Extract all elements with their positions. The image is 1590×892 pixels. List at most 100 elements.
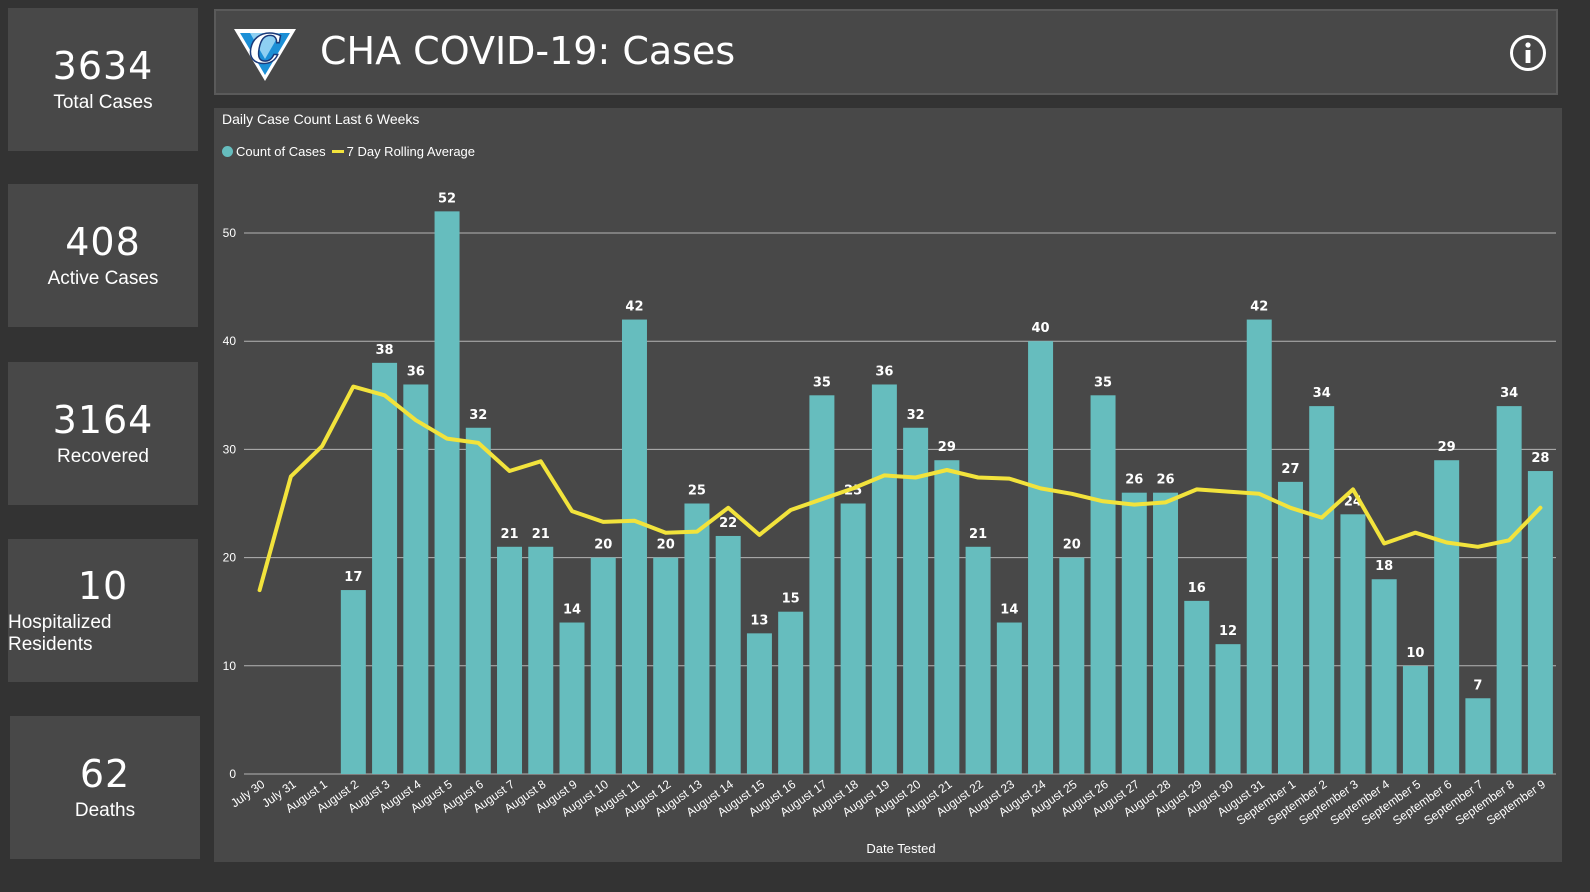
kpi-label: Total Cases [53,92,153,114]
bar-data-label: 22 [719,516,737,531]
bar-data-label: 26 [1156,473,1174,488]
y-tick-label: 20 [223,551,237,565]
bar [1184,600,1210,774]
bar-data-label: 12 [1219,624,1237,639]
bar [809,395,835,774]
bar [1121,492,1147,774]
bar [1309,406,1335,774]
x-tick-label: July 30 [228,777,267,810]
kpi-card-hospitalized: 10 Hospitalized Residents [8,539,198,682]
legend-bar-label: Count of Cases [236,144,326,159]
bar-data-label: 36 [875,364,893,379]
bar [1434,460,1460,774]
bar-data-label: 7 [1473,678,1482,693]
bar-data-label: 14 [1000,603,1018,618]
bar-data-label: 40 [1032,321,1050,336]
kpi-value: 62 [79,751,131,796]
bar [653,557,679,774]
bar [340,590,366,774]
bar-data-label: 32 [907,408,925,423]
bar [778,611,804,774]
page-title: CHA COVID-19: Cases [320,29,736,73]
y-tick-label: 50 [223,226,237,240]
bar-data-label: 29 [938,440,956,455]
kpi-label: Deaths [74,800,136,822]
bar-data-label: 27 [1281,462,1299,477]
kpi-label: Hospitalized Residents [8,612,112,656]
bar [1371,579,1397,774]
bar [684,503,710,774]
bar [403,384,429,774]
bar-data-label: 18 [1375,559,1393,574]
kpi-value: 3164 [52,397,154,442]
bar-data-label: 38 [376,343,394,358]
bar [996,622,1022,774]
bar [934,460,960,774]
bar-data-label: 36 [407,364,425,379]
bar [1215,644,1241,774]
legend-line-swatch [331,150,344,153]
bar-data-label: 29 [1438,440,1456,455]
legend-bar-swatch [222,146,233,157]
chart-legend: Count of Cases 7 Day Rolling Average [222,144,475,159]
kpi-card-active-cases: 408 Active Cases [8,184,198,327]
bar [1277,481,1303,774]
bar [746,633,772,774]
bar-data-label: 25 [688,484,706,499]
y-tick-label: 10 [223,659,237,673]
bar [1153,492,1179,774]
daily-cases-chart: 0 10 20 30 40 50 17 38 36 52 32 21 21 14 20 42 20 25 22 13 1… [223,191,1556,856]
y-tick-label: 0 [229,767,236,781]
kpi-card-recovered: 3164 Recovered [8,362,198,505]
bar-data-label: 20 [594,538,612,553]
legend-line-label: 7 Day Rolling Average [346,144,476,159]
bar [840,503,866,774]
kpi-value: 408 [65,219,141,264]
bar [621,319,647,774]
bar-data-label: 34 [1500,386,1518,401]
bar-data-label: 26 [1125,473,1143,488]
kpi-label: Recovered [57,446,149,468]
bar-data-label: 20 [1063,538,1081,553]
cha-logo: C [234,25,296,81]
bar [1527,471,1553,774]
dashboard-header: C CHA COVID-19: Cases [214,9,1558,95]
bar-data-label: 52 [438,191,456,206]
bar [434,211,460,775]
bar [715,535,741,774]
rolling-average-line [257,384,1543,593]
bar-data-label: 42 [1250,300,1268,315]
bar-data-label: 21 [500,527,518,542]
bar [1496,406,1522,774]
kpi-value: 3634 [52,43,154,88]
bar [497,546,523,774]
x-axis-title: Date Tested [866,841,935,856]
bar-data-label: 14 [563,603,581,618]
bar-data-label: 35 [813,375,831,390]
bar-data-label: 32 [469,408,487,423]
bar-data-label: 13 [750,613,768,628]
kpi-label: Active Cases [47,268,159,290]
bar [1028,341,1054,774]
bar [559,622,585,774]
chart-title: Daily Case Count Last 6 Weeks [222,111,420,127]
kpi-card-deaths: 62 Deaths [10,716,200,859]
info-icon[interactable] [1508,33,1548,73]
bar-data-label: 21 [532,527,550,542]
bar-data-label: 34 [1313,386,1331,401]
bar [871,384,897,774]
bar [1465,698,1491,774]
bar-data-label: 15 [782,592,800,607]
kpi-value: 10 [77,563,129,608]
y-tick-label: 30 [223,442,237,456]
bar [372,362,398,774]
bar [1246,319,1272,774]
chart-panel: 0 10 20 30 40 50 17 38 36 52 32 21 21 14 20 42 20 25 22 13 1… [214,108,1562,862]
bar-data-label: 17 [344,570,362,585]
bar-data-label: 10 [1406,646,1424,661]
bar [590,557,616,774]
kpi-card-total-cases: 3634 Total Cases [8,8,198,151]
bar-data-label: 20 [657,538,675,553]
bar [528,546,554,774]
bar [465,427,491,774]
